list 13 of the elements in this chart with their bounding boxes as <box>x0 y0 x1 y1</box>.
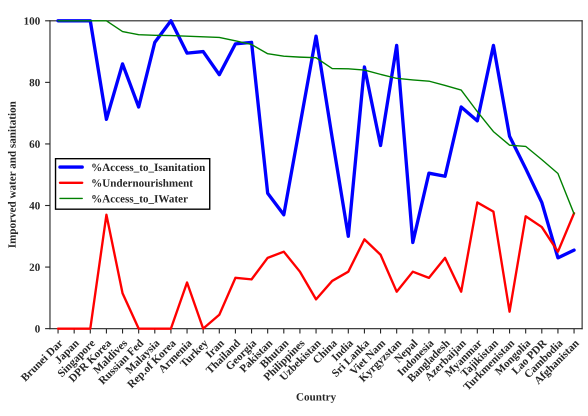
y-axis-title: Imporved water and sanitation <box>8 101 18 248</box>
line-series <box>57 20 575 215</box>
legend-label: %Access_to_IWater <box>92 194 188 204</box>
line-series <box>56 19 576 260</box>
legend-label: %Undernourishment <box>92 178 193 187</box>
y-tick-label: 40 <box>29 202 40 210</box>
y-tick-label: 20 <box>30 264 40 272</box>
legend-label: %Access_to_Isanitation <box>92 163 206 173</box>
y-tick-label: 60 <box>30 140 40 148</box>
y-tick-label: 0 <box>35 325 40 333</box>
x-axis-title: Country <box>296 393 336 403</box>
y-tick-label: 100 <box>24 17 40 25</box>
y-tick-label: 80 <box>30 78 40 86</box>
